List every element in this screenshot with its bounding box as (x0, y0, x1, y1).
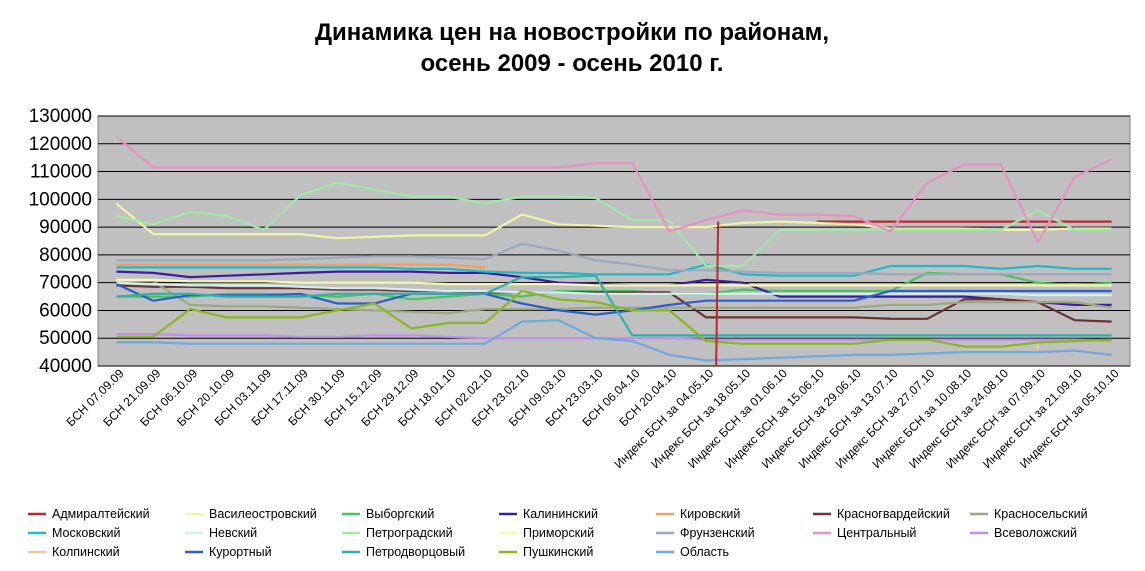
series-line-5 (116, 263, 486, 269)
y-tick-label: 100000 (29, 189, 92, 210)
y-tick-label: 60000 (39, 300, 92, 321)
series-point-15 (1035, 344, 1040, 349)
legend-label: Выборгский (366, 507, 434, 521)
series-line-6 (116, 284, 1112, 323)
y-axis: 40000 50000 60000 70000 80000 90000 100000 1100… (29, 106, 92, 377)
legend-label: Всеволожский (994, 526, 1077, 540)
legend-label: Московский (52, 526, 121, 540)
y-tick-label: 70000 (39, 273, 92, 294)
y-tick-label: 90000 (39, 217, 92, 238)
y-tick-label: 110000 (30, 162, 92, 183)
legend-label: Колпинский (52, 545, 120, 559)
y-tick-label: 40000 (39, 356, 92, 377)
series-line-8 (116, 263, 1112, 277)
y-tick-label: 80000 (39, 245, 92, 266)
legend-label: Петродворцовый (366, 545, 465, 559)
legend-label: Центральный (837, 526, 916, 540)
legend-label: Калининский (523, 507, 598, 521)
legend-label: Красносельский (994, 507, 1088, 521)
legend-label: Кировский (680, 507, 740, 521)
series-line-18 (116, 289, 1112, 348)
legend-label: Приморский (523, 526, 594, 540)
legend: Адмиралтейский Василеостровский Выборгский… (28, 507, 1088, 559)
y-tick-label: 130000 (29, 106, 92, 127)
legend-label: Невский (209, 526, 257, 540)
y-tick-label: 120000 (29, 134, 92, 155)
series-line-1-drop (715, 221, 720, 367)
y-tick-label: 50000 (39, 328, 92, 349)
series-line-19 (116, 319, 1112, 362)
series-line-7 (116, 278, 1112, 315)
series-lines (115, 135, 1113, 367)
chart-title: Динамика цен на новостройки по районам, (315, 19, 829, 46)
series-line-12 (116, 242, 1112, 276)
series-line-11 (116, 278, 1112, 287)
series-line-10 (116, 181, 1112, 268)
legend-label: Фрунзенский (680, 526, 755, 540)
legend-label: Красногвардейский (837, 507, 950, 521)
plot-area (97, 115, 1131, 367)
series-line-14 (116, 333, 1112, 343)
series-line-2 (115, 202, 1112, 240)
legend-label: Курортный (209, 545, 272, 559)
series-line-9 (116, 281, 1112, 297)
legend-label: Адмиралтейский (52, 507, 150, 521)
legend-label: Петроградский (366, 526, 453, 540)
chart-subtitle: осень 2009 - осень 2010 г. (421, 50, 724, 77)
series-line-13 (115, 135, 1113, 244)
legend-label: Пушкинский (523, 545, 593, 559)
legend-label: Василеостровский (209, 507, 317, 521)
series-line-16 (115, 283, 1112, 316)
legend-label: Область (680, 545, 729, 559)
